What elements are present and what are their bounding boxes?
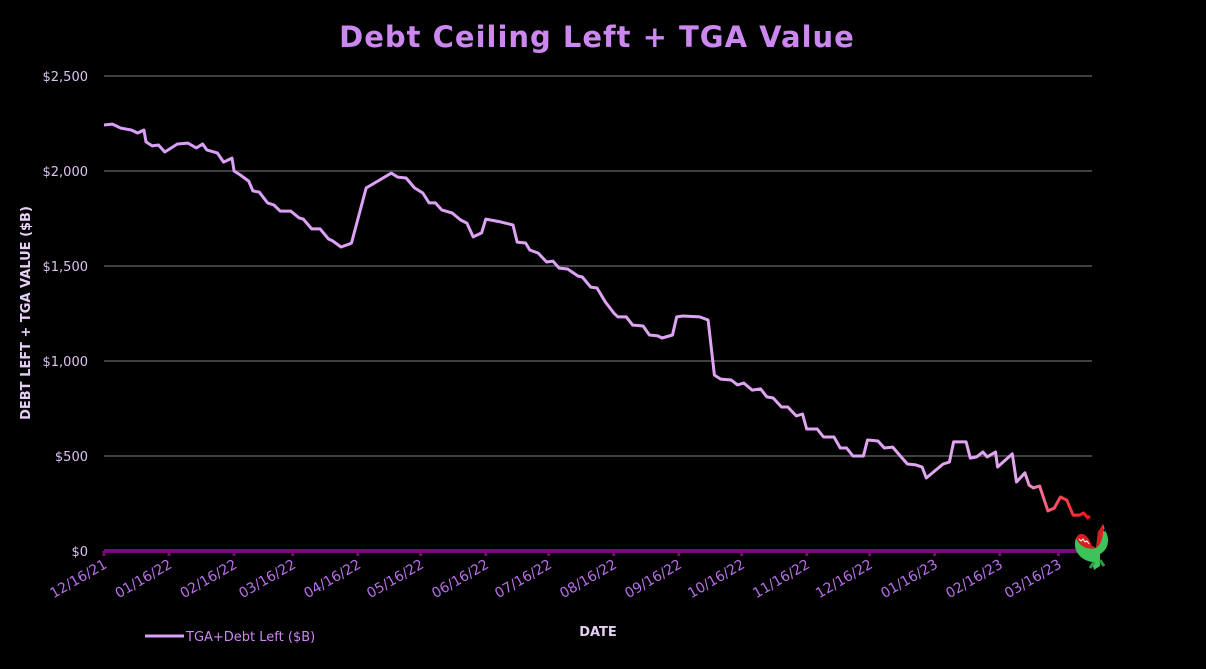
- x-axis-title: DATE: [579, 625, 617, 640]
- legend: TGA+Debt Left ($B): [145, 630, 315, 645]
- crocodile-icon: [1074, 524, 1108, 570]
- x-tick-label: 05/16/22: [364, 557, 426, 602]
- x-tick-label: 04/16/22: [301, 557, 363, 602]
- x-tick-label: 07/16/22: [492, 557, 554, 602]
- x-tick-label: 09/16/22: [622, 557, 684, 602]
- x-tick-label: 02/16/22: [178, 557, 240, 602]
- x-tick-label: 02/16/23: [943, 557, 1005, 602]
- x-tick-label: 12/16/21: [48, 557, 110, 602]
- series-line-tga-debt-left: [103, 122, 1091, 520]
- x-tick-label: 11/16/22: [750, 557, 812, 602]
- y-tick-label: $0: [71, 545, 88, 560]
- y-axis-ticks: $0 $500 $1,000 $1,500 $2,000 $2,500: [43, 70, 89, 560]
- gridlines: [104, 75, 1092, 457]
- x-tick-label: 03/16/22: [236, 557, 298, 602]
- y-axis-title: DEBT LEFT + TGA VALUE ($B): [19, 206, 34, 420]
- y-tick-label: $2,500: [43, 70, 89, 85]
- x-tick-label: 01/16/22: [113, 557, 175, 602]
- x-tick-label: 03/16/23: [1002, 557, 1064, 602]
- chart-title: Debt Ceiling Left + TGA Value: [339, 20, 855, 54]
- x-tick-label: 12/16/22: [813, 557, 875, 602]
- y-tick-label: $500: [55, 450, 88, 465]
- y-tick-label: $1,000: [43, 355, 89, 370]
- legend-label: TGA+Debt Left ($B): [185, 630, 315, 645]
- x-tick-label: 10/16/22: [685, 557, 747, 602]
- x-tick-label: 08/16/22: [557, 557, 619, 602]
- x-tick-label: 06/16/22: [429, 557, 491, 602]
- x-tick-label: 01/16/23: [878, 557, 940, 602]
- y-tick-label: $1,500: [43, 260, 89, 275]
- y-tick-label: $2,000: [43, 165, 89, 180]
